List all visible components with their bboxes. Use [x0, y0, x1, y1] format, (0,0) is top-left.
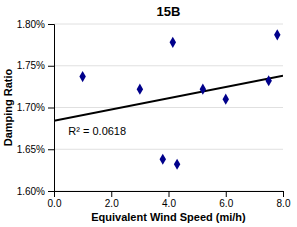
grid	[54, 24, 283, 191]
tick-label: 6.0	[219, 198, 233, 209]
tick-label: 1.75%	[17, 60, 45, 71]
grid-line	[54, 107, 283, 108]
tick: 6.0	[219, 191, 233, 209]
tick-label: 8.0	[277, 198, 291, 209]
point	[265, 75, 271, 86]
tick-label: 0.0	[48, 198, 62, 209]
title: 15B	[157, 4, 181, 19]
tick-mark	[48, 24, 54, 25]
tick: 1.60%	[17, 186, 54, 197]
point	[174, 159, 180, 170]
tick-label: 1.80%	[17, 19, 45, 30]
tick-mark	[48, 108, 54, 109]
tick-mark	[111, 191, 112, 197]
annotation: R² = 0.0618	[68, 125, 126, 137]
axis-line	[48, 25, 55, 192]
fit-line	[54, 76, 283, 121]
tick: 1.75%	[17, 60, 54, 71]
y-axis: 1.60% 1.65% 1.70% 1.75% 1.80%	[17, 19, 55, 197]
tick-mark	[48, 66, 54, 67]
tick-label: 2.0	[105, 198, 119, 209]
tick: 4.0	[162, 191, 176, 209]
grid-line	[54, 149, 283, 150]
tick: 1.70%	[17, 102, 54, 113]
x-label: Equivalent Wind Speed (mi/h)	[91, 211, 246, 223]
point	[79, 71, 85, 82]
tick-label: 1.60%	[17, 186, 45, 197]
point	[200, 84, 206, 95]
point	[223, 94, 229, 105]
plot: 0.0 2.0 4.0 6.0 8.0 1.60% 1.65% 1.70% 1.75% 1.80%…	[17, 19, 291, 209]
tick-mark	[48, 191, 54, 192]
point	[137, 84, 143, 95]
x-axis: 0.0 2.0 4.0 6.0 8.0	[48, 191, 291, 209]
grid-line	[54, 24, 283, 25]
marks	[54, 29, 283, 170]
tick-label: 1.65%	[17, 144, 45, 155]
axis-line	[55, 192, 284, 198]
point	[170, 37, 176, 48]
tick-mark	[48, 149, 54, 150]
tick: 2.0	[105, 191, 119, 209]
y-label: Damping Ratio	[2, 68, 14, 146]
point	[274, 29, 280, 40]
tick-label: 1.70%	[17, 102, 45, 113]
tick: 1.65%	[17, 144, 54, 155]
tick-mark	[226, 191, 227, 197]
tick-label: 4.0	[162, 198, 176, 209]
tick: 0.0	[48, 191, 62, 209]
tick-mark	[283, 191, 284, 197]
chart: 0.0 2.0 4.0 6.0 8.0 1.60% 1.65% 1.70% 1.75% 1.80%…	[0, 0, 297, 227]
point	[160, 154, 166, 165]
grid-line	[54, 65, 283, 66]
tick-mark	[169, 191, 170, 197]
tick: 8.0	[277, 191, 291, 209]
tick: 1.80%	[17, 19, 54, 30]
